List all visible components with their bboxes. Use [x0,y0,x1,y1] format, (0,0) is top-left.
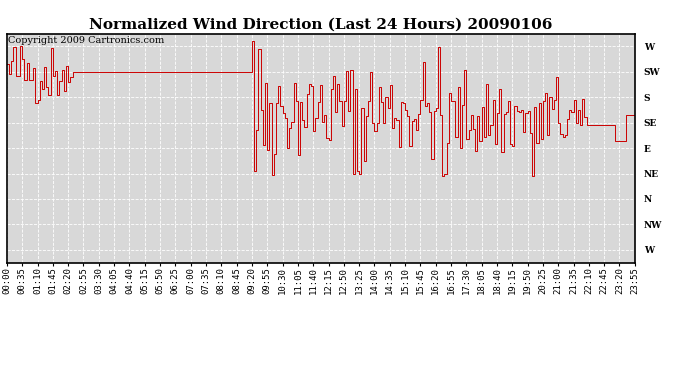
Text: Copyright 2009 Cartronics.com: Copyright 2009 Cartronics.com [8,36,164,45]
Title: Normalized Wind Direction (Last 24 Hours) 20090106: Normalized Wind Direction (Last 24 Hours… [89,17,553,31]
